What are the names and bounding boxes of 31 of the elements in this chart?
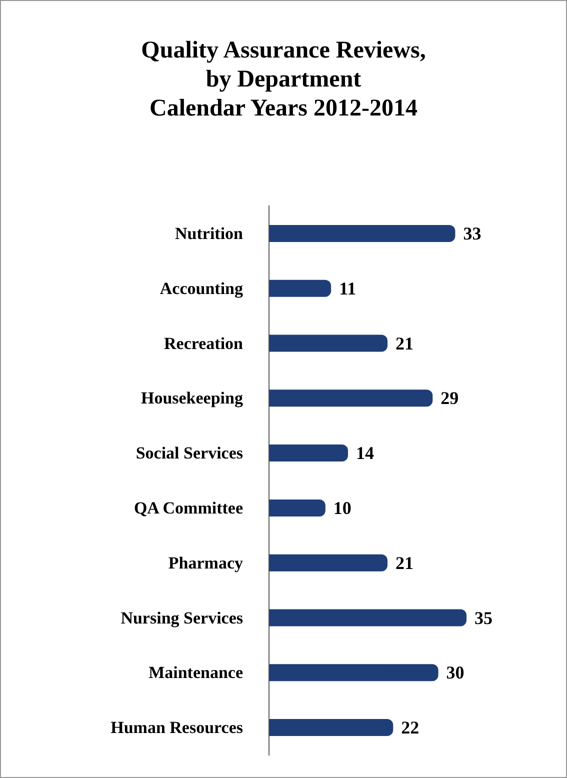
bar [269,280,332,297]
bar [269,554,388,572]
data-label: 11 [339,278,356,298]
y-tick-label: Human Resources [110,718,244,738]
y-tick-label: Nutrition [175,224,244,243]
data-label: 30 [446,662,464,683]
data-label: 21 [396,552,414,573]
data-label: 14 [356,443,374,464]
y-tick-label: Social Services [136,444,244,463]
y-tick-label: Accounting [160,278,244,298]
bar [269,609,466,626]
bar [269,390,433,407]
bar [269,224,456,242]
bar [269,719,394,736]
data-label: 33 [463,223,482,244]
data-label: 10 [333,498,352,518]
data-label: 35 [474,608,492,628]
y-tick-label: Housekeeping [140,388,244,408]
data-label: 22 [401,718,420,738]
bar [269,499,326,516]
y-tick-label: Pharmacy [168,553,244,572]
chart-title: Quality Assurance Reviews, by Department Calendar Years 2012-2014 [141,38,426,122]
y-tick-label: Nursing Services [120,608,244,628]
bar [269,664,438,682]
data-label: 21 [396,333,414,354]
data-label: 29 [440,388,459,408]
bar [269,444,348,462]
bar [269,334,388,352]
y-tick-label: Maintenance [148,663,244,682]
y-tick-label: QA Committee [134,498,244,518]
y-tick-label: Recreation [164,334,244,353]
